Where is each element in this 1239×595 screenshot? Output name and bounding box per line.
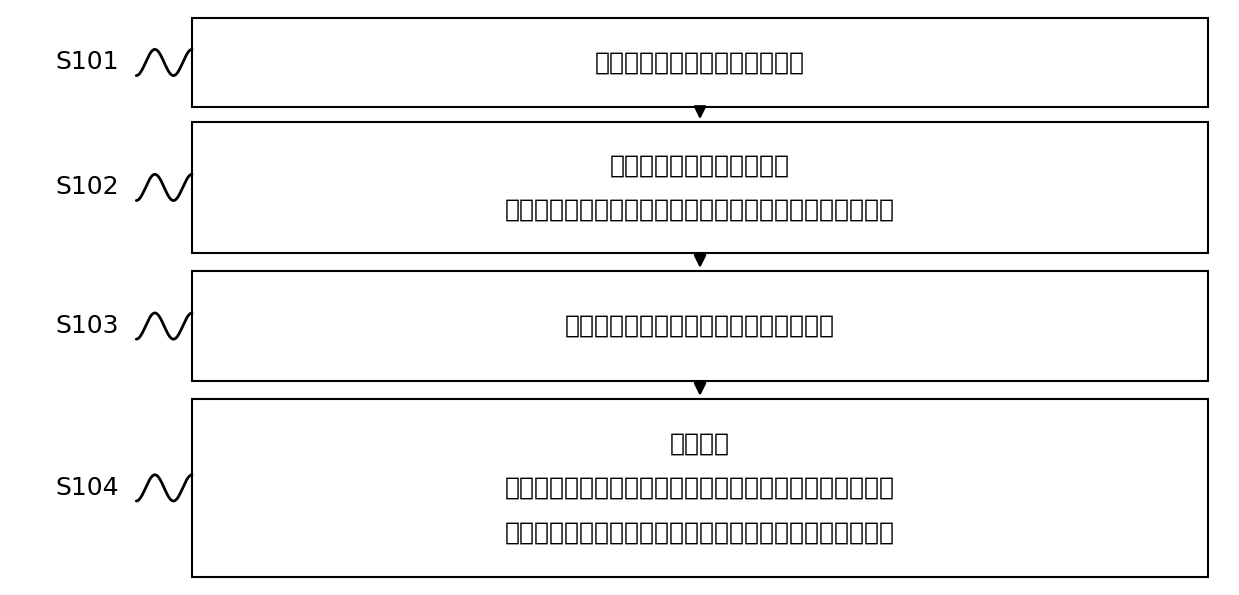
Text: 将视频流分解成以时间为序的帧图像序列，并提取帧图像序: 将视频流分解成以时间为序的帧图像序列，并提取帧图像序 — [506, 198, 895, 222]
Bar — [192, 399, 1208, 577]
Text: S103: S103 — [55, 314, 119, 338]
Bar — [192, 122, 1208, 253]
Text: 流速，特征块具体为高温熔融流体高速出流过程中出现的波: 流速，特征块具体为高温熔融流体高速出流过程中出现的波 — [506, 476, 895, 500]
Text: 纹或阴影: 纹或阴影 — [670, 431, 730, 455]
Text: S102: S102 — [55, 176, 119, 199]
Text: S104: S104 — [55, 476, 119, 500]
Text: 列中的感兴趣熔融流体区域: 列中的感兴趣熔融流体区域 — [610, 153, 790, 177]
Bar — [192, 271, 1208, 381]
Text: 提取感兴趣熔融流体区域的熔融流体轮廓: 提取感兴趣熔融流体区域的熔融流体轮廓 — [565, 314, 835, 338]
Text: S101: S101 — [55, 51, 119, 74]
Bar — [192, 18, 1208, 107]
Text: 提取熔融流体轮廓的特征块，并基于特征块获取熔融流体的: 提取熔融流体轮廓的特征块，并基于特征块获取熔融流体的 — [506, 521, 895, 544]
Text: 采集高温高速熔融流体的视频流: 采集高温高速熔融流体的视频流 — [595, 51, 805, 74]
